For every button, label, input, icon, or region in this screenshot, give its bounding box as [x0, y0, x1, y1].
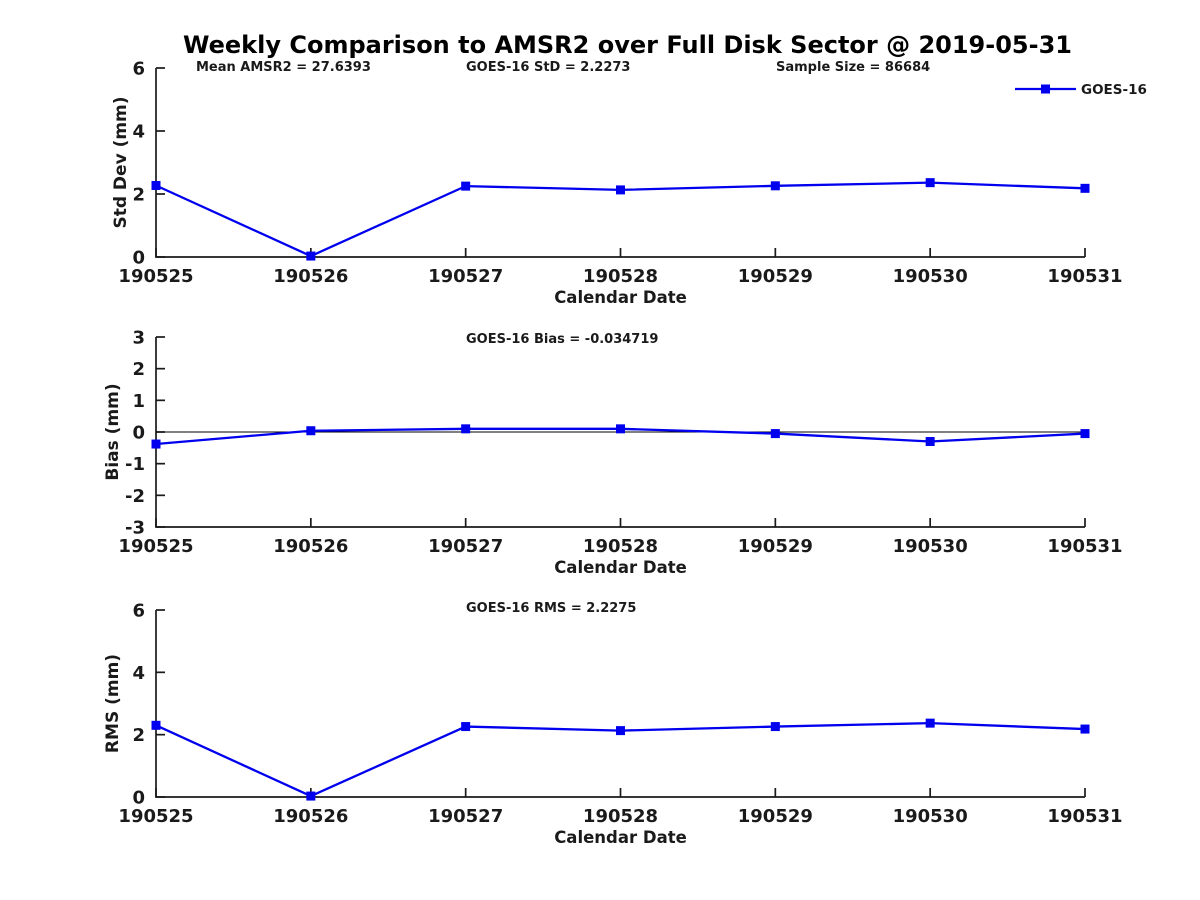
y-tick-label: -3 — [125, 518, 145, 539]
y-axis-label: RMS (mm) — [103, 654, 123, 753]
chart-std-dev: 0 2 4 6 190525 190526 190527 190528 190529 190530… — [111, 59, 1147, 308]
x-tick-label: 190531 — [1047, 266, 1122, 287]
x-axis-label: Calendar Date — [554, 558, 687, 577]
y-tick-label: 1 — [132, 391, 145, 412]
chart-rms: 0 2 4 6 190525 190526 190527 190528 190529 190530… — [103, 601, 1123, 848]
data-point — [461, 181, 471, 191]
y-tick-label: 0 — [132, 423, 145, 444]
y-tick-label: 4 — [132, 122, 145, 143]
x-tick-label: 190529 — [738, 536, 813, 557]
data-point — [151, 439, 161, 449]
annotation: Sample Size = 86684 — [776, 60, 930, 75]
x-tick-label: 190528 — [583, 806, 658, 827]
x-tick-label: 190530 — [893, 536, 968, 557]
chart-bias: -3 -2 -1 0 1 2 3 190525 190526 190527 190528 190529… — [103, 328, 1123, 578]
data-point — [770, 429, 780, 439]
x-axis-label: Calendar Date — [554, 288, 687, 307]
axis-lines — [155, 68, 1085, 258]
legend: GOES-16 — [1015, 82, 1147, 98]
y-tick-label: 3 — [132, 328, 145, 349]
x-tick-label: 190530 — [893, 806, 968, 827]
y-tick-label: 0 — [132, 788, 145, 809]
x-tick-label: 190527 — [428, 806, 503, 827]
y-tick-label: 0 — [132, 248, 145, 269]
data-point — [770, 181, 780, 191]
data-point — [616, 726, 625, 736]
data-point — [1080, 183, 1090, 193]
annotation: Mean AMSR2 = 27.6393 — [196, 60, 371, 75]
chart-title: Weekly Comparison to AMSR2 over Full Dis… — [183, 31, 1072, 59]
data-point — [770, 722, 780, 732]
annotation: GOES-16 Bias = -0.034719 — [466, 332, 658, 347]
x-tick-label: 190526 — [273, 536, 348, 557]
x-tick-label: 190531 — [1047, 536, 1122, 557]
x-tick-label: 190529 — [738, 266, 813, 287]
data-point — [306, 791, 316, 801]
y-tick-label: 6 — [132, 601, 145, 622]
x-axis-label: Calendar Date — [554, 828, 687, 847]
x-tick-label: 190526 — [273, 266, 348, 287]
annotation: GOES-16 StD = 2.2273 — [466, 60, 630, 75]
annotation: GOES-16 RMS = 2.2275 — [466, 601, 636, 616]
data-point — [1080, 429, 1090, 439]
x-tick-label: 190525 — [118, 266, 193, 287]
x-tick-label: 190525 — [118, 536, 193, 557]
x-tick-label: 190531 — [1047, 806, 1122, 827]
data-point — [1080, 724, 1090, 734]
data-point — [616, 424, 625, 434]
y-tick-label: 4 — [132, 663, 145, 684]
data-point — [151, 720, 161, 730]
y-tick-label: 2 — [132, 185, 145, 206]
data-point — [925, 718, 935, 728]
data-point — [151, 180, 161, 190]
data-point — [925, 437, 935, 446]
legend-marker — [1041, 84, 1050, 94]
y-tick-label: 2 — [132, 359, 145, 380]
x-tick-label: 190528 — [583, 536, 658, 557]
axis-lines — [155, 610, 1085, 798]
x-tick-label: 190528 — [583, 266, 658, 287]
data-point — [306, 426, 316, 436]
x-tick-label: 190525 — [118, 806, 193, 827]
y-axis-label: Bias (mm) — [103, 383, 123, 480]
legend-label: GOES-16 — [1081, 82, 1147, 98]
data-point — [925, 178, 935, 188]
y-tick-label: -2 — [125, 486, 145, 507]
x-tick-label: 190526 — [273, 806, 348, 827]
y-tick-label: 2 — [132, 725, 145, 746]
x-tick-label: 190527 — [428, 536, 503, 557]
data-point — [616, 185, 625, 195]
y-tick-label: 6 — [132, 59, 145, 80]
data-point — [306, 251, 316, 261]
y-tick-label: -1 — [125, 454, 145, 475]
data-point — [461, 424, 471, 434]
x-tick-label: 190529 — [738, 806, 813, 827]
x-tick-label: 190527 — [428, 266, 503, 287]
data-point — [461, 722, 471, 732]
y-axis-label: Std Dev (mm) — [111, 96, 131, 228]
x-tick-label: 190530 — [893, 266, 968, 287]
